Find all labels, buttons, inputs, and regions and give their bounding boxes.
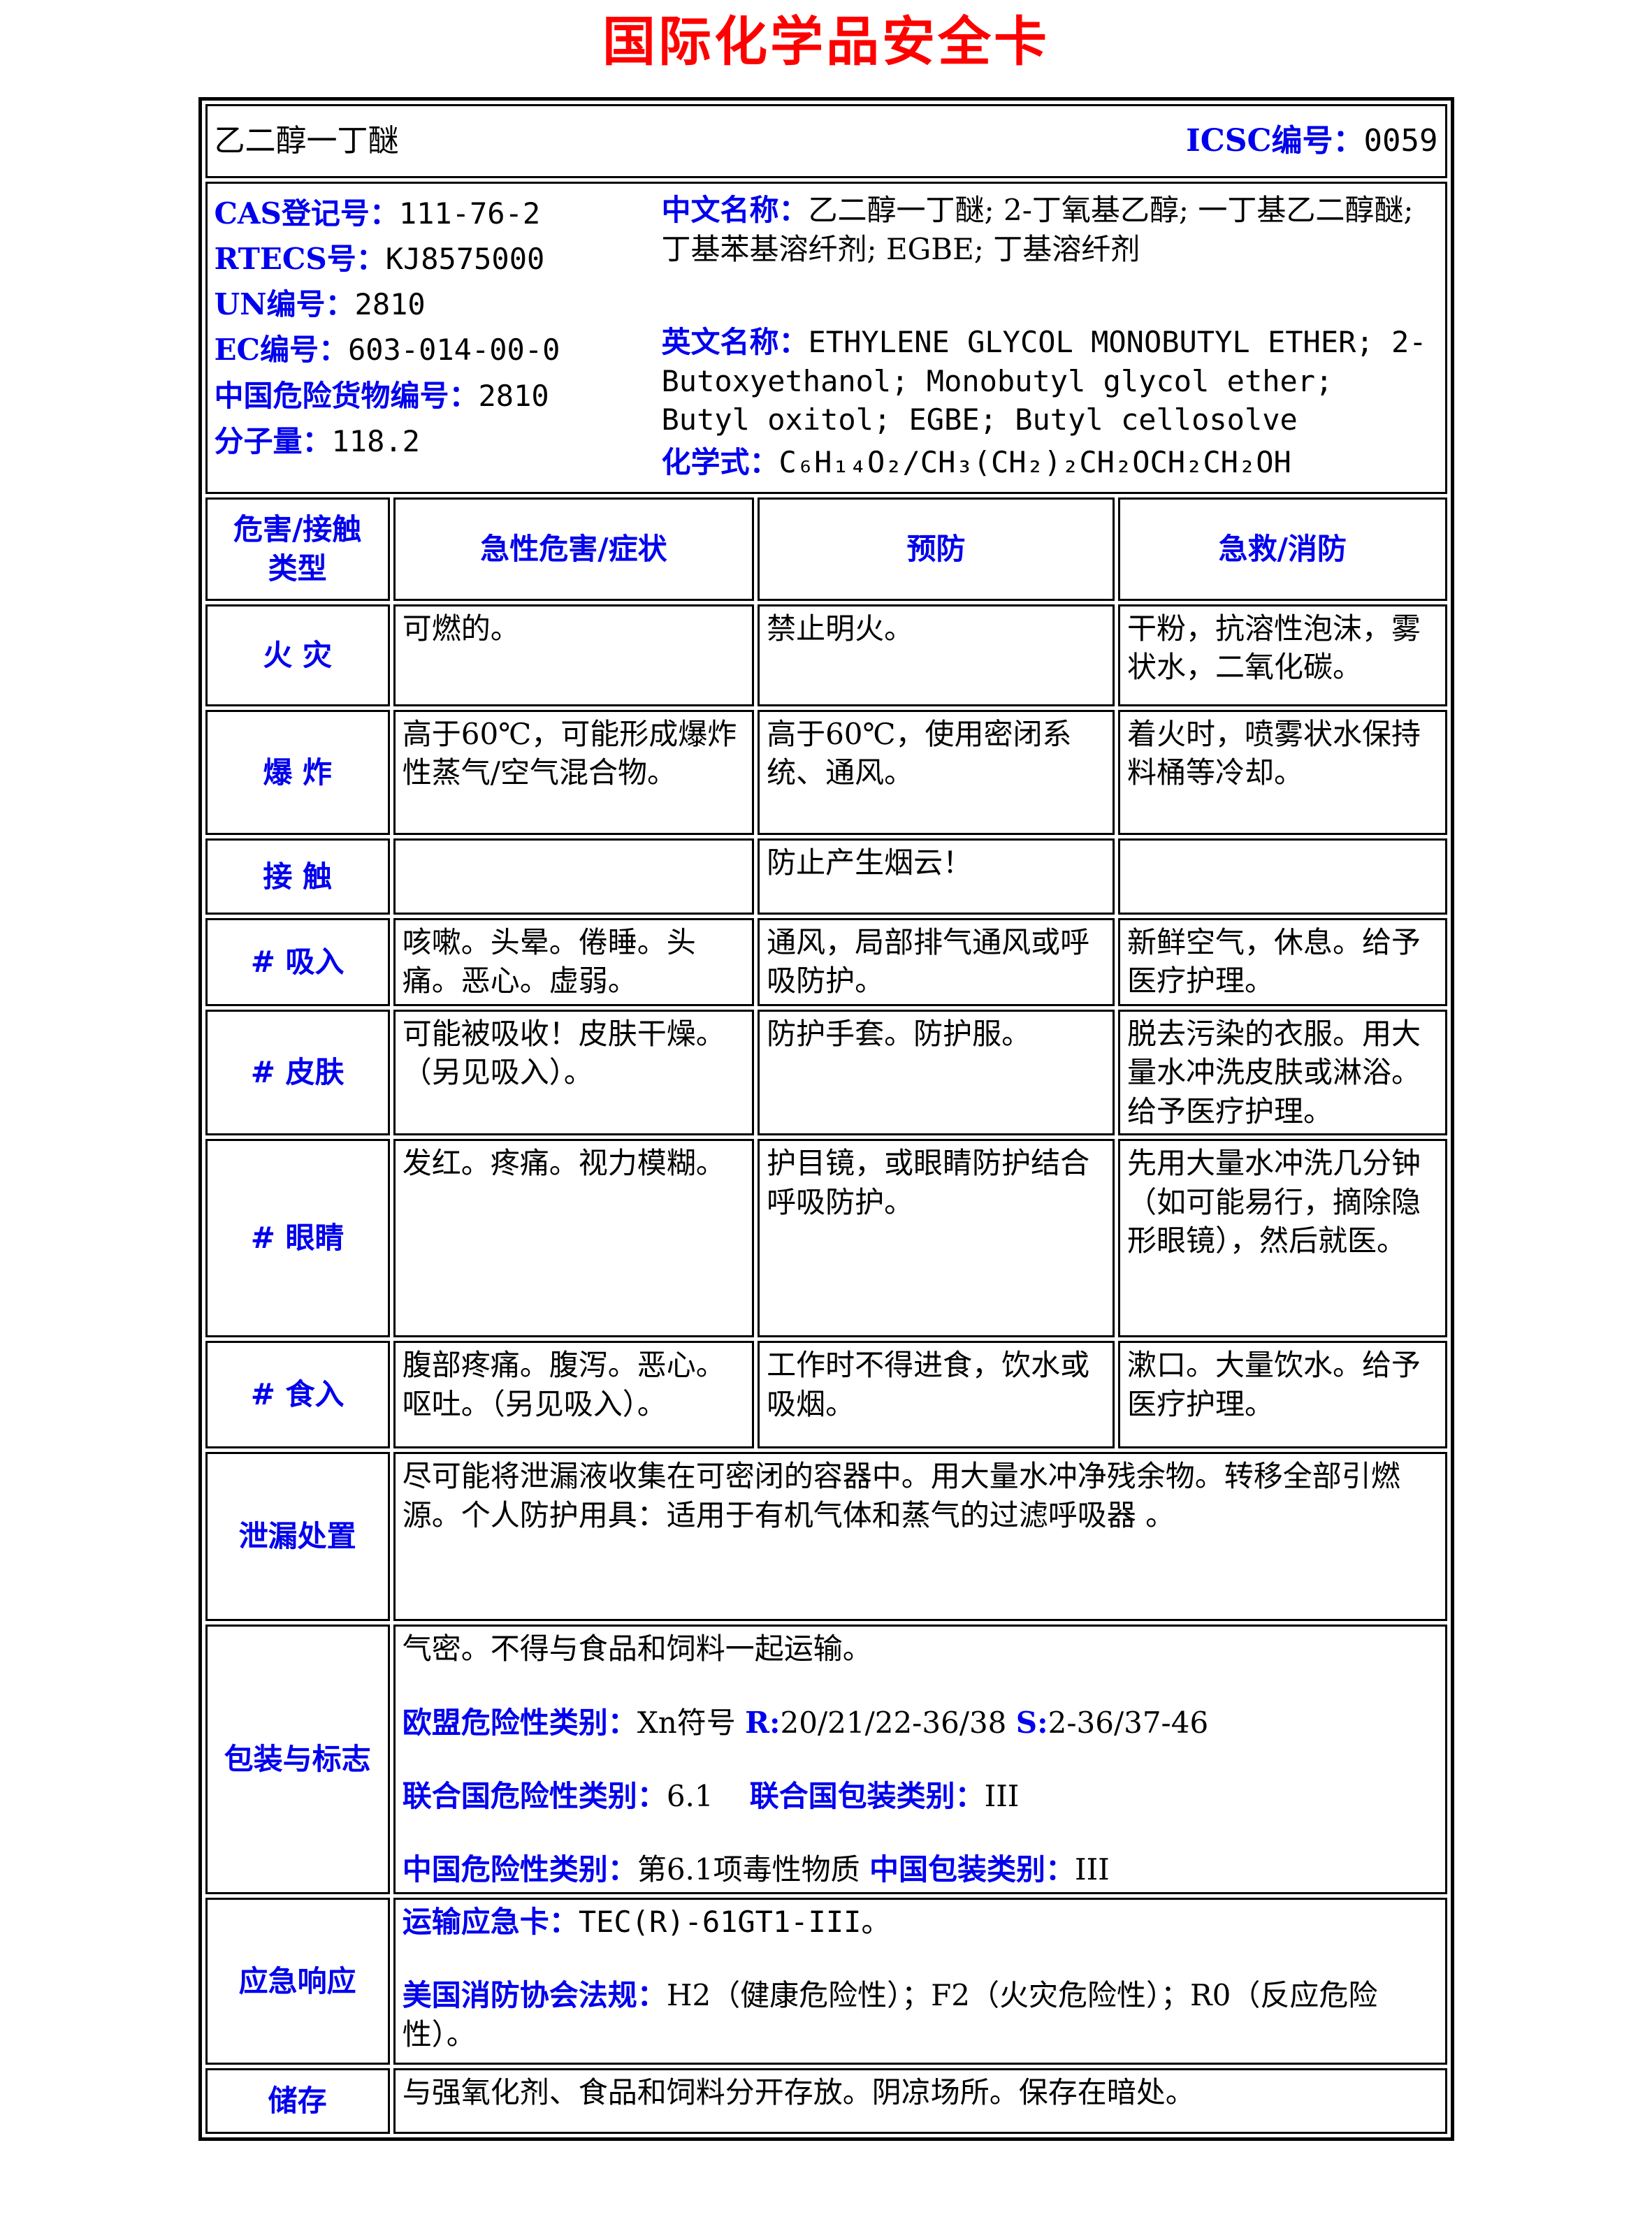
row-inhalation: # 吸入 咳嗽。头晕。倦睡。头痛。恶心。虚弱。 通风，局部排气通风或呼吸防护。 … [205, 917, 1447, 1006]
fire-label: 火 灾 [205, 604, 390, 706]
skin-symptom: 可能被吸收！皮肤干燥。（另见吸入）。 [393, 1009, 755, 1136]
identifier-list: CAS登记号：111-76-2 RTECS号：KJ8575000 UN编号：28… [215, 191, 662, 482]
spill-label: 泄漏处置 [205, 1452, 390, 1622]
molecular-weight: 分子量：118.2 [214, 423, 420, 458]
cas-number: CAS登记号：111-76-2 [214, 196, 541, 231]
row-spill: 泄漏处置 尽可能将泄漏液收集在可密闭的容器中。用大量水冲净残余物。转移全部引燃源… [205, 1452, 1447, 1622]
skin-firstaid: 脱去污染的衣服。用大量水冲洗皮肤或淋浴。给予医疗护理。 [1118, 1009, 1447, 1136]
row-eyes: # 眼睛 发红。疼痛。视力模糊。 护目镜，或眼睛防护结合呼吸防护。 先用大量水冲… [205, 1139, 1447, 1338]
contact-prevention: 防止产生烟云！ [758, 838, 1115, 915]
explosion-prevention: 高于60℃，使用密闭系统、通风。 [758, 709, 1115, 835]
ec-number: EC编号：603-014-00-0 [214, 333, 560, 368]
row-emergency: 应急响应 运输应急卡：TEC(R)-61GT1-III。 美国消防协会法规：H2… [205, 1897, 1447, 2065]
row-storage: 储存 与强氧化剂、食品和饲料分开存放。阴凉场所。保存在暗处。 [205, 2068, 1447, 2134]
row-ingestion: # 食入 腹部疼痛。腹泻。恶心。呕吐。（另见吸入）。 工作时不得进食，饮水或吸烟… [205, 1341, 1447, 1449]
header-firstaid: 急救/消防 [1118, 497, 1447, 601]
fire-firstaid: 干粉，抗溶性泡沫，雾状水，二氧化碳。 [1118, 604, 1447, 706]
explosion-symptom: 高于60℃，可能形成爆炸性蒸气/空气混合物。 [393, 709, 755, 835]
name-cell: 乙二醇一丁醚 ICSC编号：0059 [205, 104, 1447, 179]
ingestion-prevention: 工作时不得进食，饮水或吸烟。 [758, 1341, 1115, 1449]
eyes-symptom: 发红。疼痛。视力模糊。 [393, 1139, 755, 1338]
ingestion-label: # 食入 [205, 1341, 390, 1449]
ingestion-firstaid: 漱口。大量饮水。给予医疗护理。 [1118, 1341, 1447, 1449]
transport-emergency-card: 运输应急卡：TEC(R)-61GT1-III。 [402, 1904, 891, 1939]
storage-label: 储存 [205, 2068, 390, 2134]
row-identity: CAS登记号：111-76-2 RTECS号：KJ8575000 UN编号：28… [205, 182, 1447, 494]
chemical-name: 乙二醇一丁醚 [214, 123, 399, 159]
fire-symptom: 可燃的。 [393, 604, 755, 706]
row-packaging: 包装与标志 气密。不得与食品和饲料一起运输。 欧盟危险性类别：Xn符号 R:20… [205, 1625, 1447, 1894]
skin-label: # 皮肤 [205, 1009, 390, 1136]
inhalation-label: # 吸入 [205, 917, 390, 1006]
cn-hazard-class: 中国危险性类别：第6.1项毒性物质 中国包装类别：III [402, 1852, 1110, 1887]
packaging-label: 包装与标志 [205, 1625, 390, 1894]
icsc-value: 0059 [1363, 123, 1438, 159]
row-contact: 接 触 防止产生烟云！ [205, 838, 1447, 915]
header-symptoms: 急性危害/症状 [393, 497, 755, 601]
name-list: 中文名称：乙二醇一丁醚; 2-丁氧基乙醇; 一丁基乙二醇醚; 丁基苯基溶纤剂; … [662, 191, 1438, 482]
storage-content: 与强氧化剂、食品和饲料分开存放。阴凉场所。保存在暗处。 [393, 2068, 1447, 2134]
emergency-content: 运输应急卡：TEC(R)-61GT1-III。 美国消防协会法规：H2（健康危险… [393, 1897, 1447, 2065]
ingestion-symptom: 腹部疼痛。腹泻。恶心。呕吐。（另见吸入）。 [393, 1341, 755, 1449]
packaging-content: 气密。不得与食品和饲料一起运输。 欧盟危险性类别：Xn符号 R:20/21/22… [393, 1625, 1447, 1894]
un-hazard-class: 联合国危险性类别：6.1 联合国包装类别：III [402, 1779, 1020, 1813]
row-fire: 火 灾 可燃的。 禁止明火。 干粉，抗溶性泡沫，雾状水，二氧化碳。 [205, 604, 1447, 706]
explosion-firstaid: 着火时，喷雾状水保持料桶等冷却。 [1118, 709, 1447, 835]
eyes-prevention: 护目镜，或眼睛防护结合呼吸防护。 [758, 1139, 1115, 1338]
row-title: 乙二醇一丁醚 ICSC编号：0059 [205, 104, 1447, 179]
header-prevention: 预防 [758, 497, 1115, 601]
eyes-firstaid: 先用大量水冲洗几分钟（如可能易行，摘除隐形眼镜），然后就医。 [1118, 1139, 1447, 1338]
eu-hazard-class: 欧盟危险性类别：Xn符号 R:20/21/22-36/38 S:2-36/37-… [402, 1705, 1209, 1740]
fire-prevention: 禁止明火。 [758, 604, 1115, 706]
un-number: UN编号：2810 [214, 287, 426, 322]
inhalation-firstaid: 新鲜空气，休息。给予医疗护理。 [1118, 917, 1447, 1006]
chemical-formula: 化学式：C₆H₁₄O₂/CH₃(CH₂)₂CH₂OCH₂CH₂OH [661, 445, 1291, 480]
spill-content: 尽可能将泄漏液收集在可密闭的容器中。用大量水冲净残余物。转移全部引燃源。个人防护… [393, 1452, 1447, 1622]
contact-firstaid [1118, 838, 1447, 915]
english-names: 英文名称：ETHYLENE GLYCOL MONOBUTYL ETHER; 2-… [661, 325, 1427, 437]
nfpa-code: 美国消防协会法规：H2（健康危险性）；F2（火灾危险性）；R0（反应危险性）。 [402, 1978, 1378, 2051]
row-header: 危害/接触 类型 急性危害/症状 预防 急救/消防 [205, 497, 1447, 601]
rtecs-number: RTECS号：KJ8575000 [214, 242, 545, 277]
emergency-label: 应急响应 [205, 1897, 390, 2065]
row-skin: # 皮肤 可能被吸收！皮肤干燥。（另见吸入）。 防护手套。防护服。 脱去污染的衣… [205, 1009, 1447, 1136]
icsc-number: ICSC编号：0059 [1186, 121, 1437, 161]
icsc-page: { "title": "国际化学品安全卡", "colors": { "titl… [0, 10, 1652, 2231]
page-title: 国际化学品安全卡 [602, 10, 1050, 73]
identity-cell: CAS登记号：111-76-2 RTECS号：KJ8575000 UN编号：28… [205, 182, 1447, 494]
inhalation-prevention: 通风，局部排气通风或呼吸防护。 [758, 917, 1115, 1006]
explosion-label: 爆 炸 [205, 709, 390, 835]
icsc-label: ICSC编号： [1186, 123, 1364, 159]
header-hazard-type: 危害/接触 类型 [205, 497, 390, 601]
safety-card-table: 乙二醇一丁醚 ICSC编号：0059 CAS登记号：111-76-2 RTECS… [198, 97, 1454, 2141]
row-explosion: 爆 炸 高于60℃，可能形成爆炸性蒸气/空气混合物。 高于60℃，使用密闭系统、… [205, 709, 1447, 835]
transport-note: 气密。不得与食品和饲料一起运输。 [402, 1632, 872, 1666]
contact-label: 接 触 [205, 838, 390, 915]
inhalation-symptom: 咳嗽。头晕。倦睡。头痛。恶心。虚弱。 [393, 917, 755, 1006]
skin-prevention: 防护手套。防护服。 [758, 1009, 1115, 1136]
eyes-label: # 眼睛 [205, 1139, 390, 1338]
chinese-names: 中文名称：乙二醇一丁醚; 2-丁氧基乙醇; 一丁基乙二醇醚; 丁基苯基溶纤剂; … [661, 193, 1414, 266]
contact-symptom [393, 838, 755, 915]
china-dg-number: 中国危险货物编号：2810 [214, 378, 549, 413]
